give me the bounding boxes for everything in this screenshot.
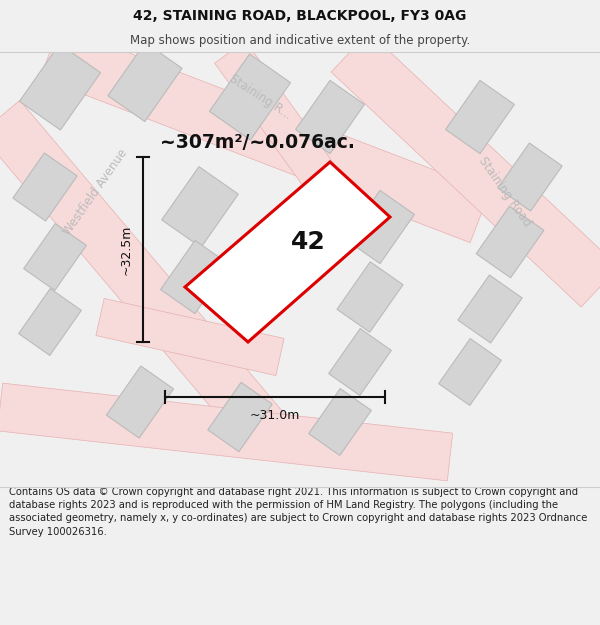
Polygon shape (13, 153, 77, 221)
Polygon shape (346, 191, 415, 264)
Polygon shape (0, 100, 290, 454)
Polygon shape (498, 143, 562, 211)
Text: Staining R...: Staining R... (227, 72, 293, 122)
Text: 42: 42 (291, 230, 326, 254)
Text: Staining Road: Staining Road (476, 155, 534, 229)
Text: ~31.0m: ~31.0m (250, 409, 300, 422)
Polygon shape (476, 206, 544, 278)
Polygon shape (331, 32, 600, 307)
Text: ~32.5m: ~32.5m (120, 224, 133, 275)
Polygon shape (215, 41, 335, 188)
Polygon shape (458, 275, 522, 343)
Polygon shape (106, 366, 173, 438)
Text: Map shows position and indicative extent of the property.: Map shows position and indicative extent… (130, 34, 470, 47)
Polygon shape (108, 42, 182, 121)
Polygon shape (208, 382, 272, 452)
Text: 42, STAINING ROAD, BLACKPOOL, FY3 0AG: 42, STAINING ROAD, BLACKPOOL, FY3 0AG (133, 9, 467, 22)
Polygon shape (185, 162, 390, 342)
Polygon shape (23, 224, 86, 291)
Text: Westfield Avenue: Westfield Avenue (61, 146, 130, 238)
Polygon shape (446, 81, 514, 154)
Polygon shape (329, 329, 391, 396)
Polygon shape (161, 241, 229, 314)
Polygon shape (40, 26, 490, 243)
Polygon shape (308, 389, 371, 456)
Polygon shape (296, 81, 364, 154)
Polygon shape (19, 44, 101, 130)
Polygon shape (209, 54, 290, 140)
Polygon shape (96, 299, 284, 376)
Polygon shape (337, 262, 403, 332)
Polygon shape (0, 383, 452, 481)
Text: Contains OS data © Crown copyright and database right 2021. This information is : Contains OS data © Crown copyright and d… (9, 487, 587, 537)
Polygon shape (19, 289, 82, 356)
Text: ~307m²/~0.076ac.: ~307m²/~0.076ac. (160, 132, 355, 151)
Polygon shape (439, 339, 502, 406)
Polygon shape (161, 167, 238, 248)
